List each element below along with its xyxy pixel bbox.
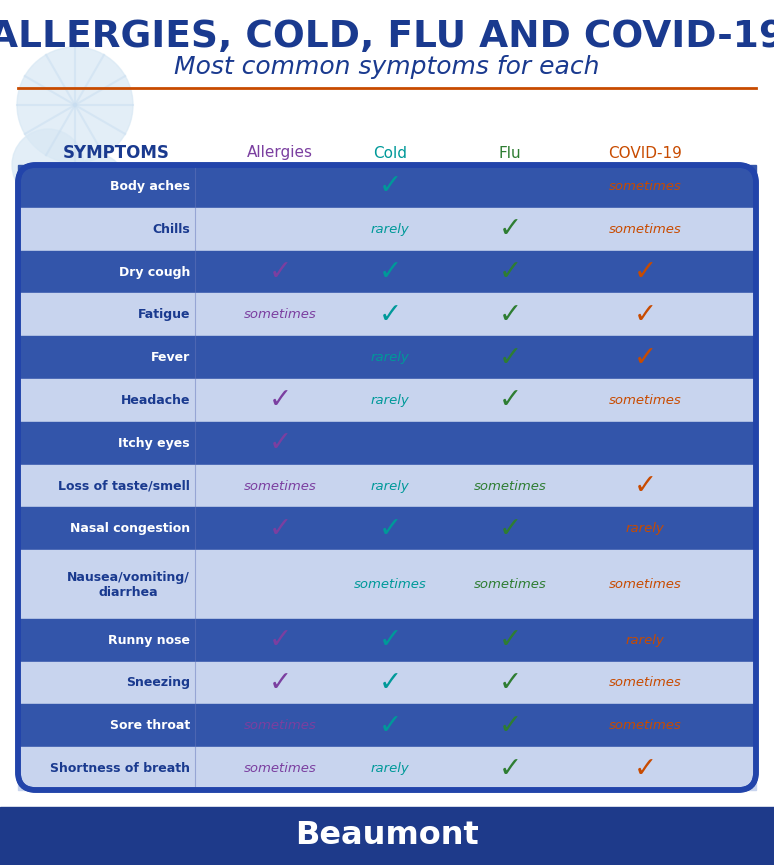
Text: rarely: rarely <box>371 479 409 492</box>
Text: Nausea/vomiting/
diarrhea: Nausea/vomiting/ diarrhea <box>67 571 190 599</box>
Text: sometimes: sometimes <box>474 479 546 492</box>
Text: ✓: ✓ <box>633 258 656 286</box>
Text: rarely: rarely <box>371 762 409 775</box>
Text: rarely: rarely <box>625 522 664 535</box>
Text: sometimes: sometimes <box>244 308 317 321</box>
Text: ✓: ✓ <box>498 387 522 414</box>
Text: ✓: ✓ <box>269 515 292 543</box>
Text: ✓: ✓ <box>269 429 292 458</box>
Text: rarely: rarely <box>625 634 664 647</box>
Text: sometimes: sometimes <box>244 762 317 775</box>
Bar <box>18 208 756 251</box>
Text: ✓: ✓ <box>269 669 292 697</box>
Text: sometimes: sometimes <box>608 222 681 235</box>
Text: sometimes: sometimes <box>608 720 681 733</box>
Text: Sneezing: Sneezing <box>126 676 190 689</box>
Text: Runny nose: Runny nose <box>108 634 190 647</box>
Text: Dry cough: Dry cough <box>118 266 190 279</box>
Bar <box>18 251 756 293</box>
Text: sometimes: sometimes <box>354 578 426 591</box>
Text: ✓: ✓ <box>498 669 522 697</box>
Text: Allergies: Allergies <box>247 145 313 161</box>
Text: ✓: ✓ <box>498 754 522 783</box>
Text: ✓: ✓ <box>633 754 656 783</box>
Text: Shortness of breath: Shortness of breath <box>50 762 190 775</box>
Text: Body aches: Body aches <box>110 180 190 193</box>
Text: Beaumont: Beaumont <box>295 821 479 851</box>
Text: Most common symptoms for each: Most common symptoms for each <box>174 55 600 79</box>
Text: Fever: Fever <box>151 351 190 364</box>
Bar <box>18 704 756 747</box>
Text: ✓: ✓ <box>378 669 402 697</box>
Text: ✓: ✓ <box>498 712 522 740</box>
Bar <box>18 379 756 422</box>
Text: rarely: rarely <box>371 394 409 407</box>
Text: ✓: ✓ <box>633 301 656 329</box>
Bar <box>18 550 756 618</box>
Text: rarely: rarely <box>371 222 409 235</box>
Bar <box>18 165 756 208</box>
Text: Loss of taste/smell: Loss of taste/smell <box>58 479 190 492</box>
Text: sometimes: sometimes <box>474 578 546 591</box>
Text: ✓: ✓ <box>498 515 522 543</box>
Bar <box>18 422 756 465</box>
Bar <box>18 618 756 662</box>
Text: ✓: ✓ <box>498 301 522 329</box>
Text: Chills: Chills <box>152 222 190 235</box>
Text: ✓: ✓ <box>633 343 656 372</box>
Bar <box>0 807 774 865</box>
Text: Fatigue: Fatigue <box>138 308 190 321</box>
Bar <box>18 662 756 704</box>
Text: ✓: ✓ <box>378 712 402 740</box>
Text: ✓: ✓ <box>378 172 402 201</box>
Text: Sore throat: Sore throat <box>110 720 190 733</box>
Text: COVID-19: COVID-19 <box>608 145 682 161</box>
Text: Nasal congestion: Nasal congestion <box>70 522 190 535</box>
Text: ✓: ✓ <box>633 472 656 500</box>
Text: ✓: ✓ <box>498 626 522 654</box>
Text: Itchy eyes: Itchy eyes <box>118 437 190 450</box>
Text: ✓: ✓ <box>378 515 402 543</box>
Circle shape <box>17 47 133 163</box>
Bar <box>18 336 756 379</box>
Bar <box>18 293 756 336</box>
Text: Flu: Flu <box>498 145 522 161</box>
Bar <box>18 465 756 508</box>
Text: SYMPTOMS: SYMPTOMS <box>63 144 170 162</box>
Text: ✓: ✓ <box>269 387 292 414</box>
Text: ✓: ✓ <box>498 215 522 243</box>
Text: sometimes: sometimes <box>608 180 681 193</box>
Text: sometimes: sometimes <box>608 578 681 591</box>
Text: ✓: ✓ <box>498 258 522 286</box>
Text: ✓: ✓ <box>269 626 292 654</box>
Circle shape <box>12 129 84 201</box>
Text: ✓: ✓ <box>269 258 292 286</box>
Bar <box>18 747 756 790</box>
Text: Cold: Cold <box>373 145 407 161</box>
Text: ✓: ✓ <box>498 343 522 372</box>
Bar <box>18 508 756 550</box>
Text: Headache: Headache <box>121 394 190 407</box>
Text: sometimes: sometimes <box>244 720 317 733</box>
Text: sometimes: sometimes <box>608 676 681 689</box>
Text: sometimes: sometimes <box>608 394 681 407</box>
Text: ✓: ✓ <box>378 258 402 286</box>
Text: ALLERGIES, COLD, FLU AND COVID-19: ALLERGIES, COLD, FLU AND COVID-19 <box>0 19 774 55</box>
Text: sometimes: sometimes <box>244 479 317 492</box>
Text: ✓: ✓ <box>378 626 402 654</box>
Text: rarely: rarely <box>371 351 409 364</box>
Text: ✓: ✓ <box>378 301 402 329</box>
Circle shape <box>78 155 122 199</box>
